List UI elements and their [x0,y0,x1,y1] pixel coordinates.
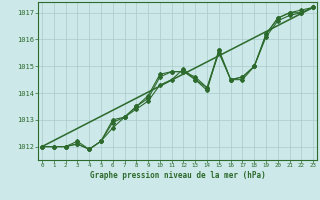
X-axis label: Graphe pression niveau de la mer (hPa): Graphe pression niveau de la mer (hPa) [90,171,266,180]
